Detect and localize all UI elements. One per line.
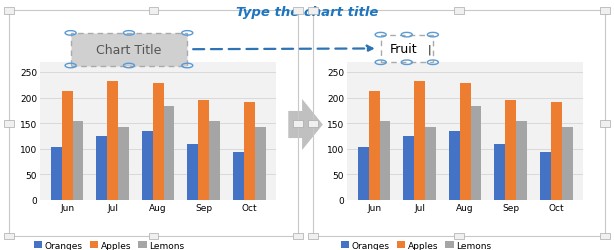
Bar <box>61 92 72 200</box>
Bar <box>449 131 460 200</box>
Text: Type the chart title: Type the chart title <box>236 6 378 19</box>
Legend: Oranges, Apples, Lemons: Oranges, Apples, Lemons <box>337 237 495 250</box>
Text: Fruit: Fruit <box>390 43 418 56</box>
Bar <box>233 153 244 200</box>
Bar <box>51 148 61 200</box>
Bar <box>551 102 562 200</box>
Bar <box>470 107 481 200</box>
Bar <box>163 107 174 200</box>
Bar <box>368 92 379 200</box>
Bar <box>494 144 505 200</box>
Bar <box>562 128 573 200</box>
Bar <box>403 136 414 200</box>
Bar <box>357 148 368 200</box>
Text: Chart Title: Chart Title <box>96 44 161 57</box>
Bar <box>118 127 129 200</box>
Bar <box>96 136 107 200</box>
Bar <box>540 153 551 200</box>
Text: |: | <box>428 44 432 54</box>
Bar <box>72 122 84 200</box>
FancyArrow shape <box>289 100 323 150</box>
Bar <box>379 122 391 200</box>
Bar <box>460 84 470 200</box>
Bar <box>516 122 527 200</box>
Bar <box>505 101 516 200</box>
Bar <box>255 128 266 200</box>
Bar <box>142 131 153 200</box>
Bar <box>209 122 220 200</box>
Bar <box>187 144 198 200</box>
Bar <box>414 81 425 200</box>
Bar <box>198 101 209 200</box>
Bar <box>244 102 255 200</box>
Bar <box>153 84 163 200</box>
Legend: Oranges, Apples, Lemons: Oranges, Apples, Lemons <box>30 237 188 250</box>
Bar <box>425 127 436 200</box>
Bar <box>107 81 118 200</box>
